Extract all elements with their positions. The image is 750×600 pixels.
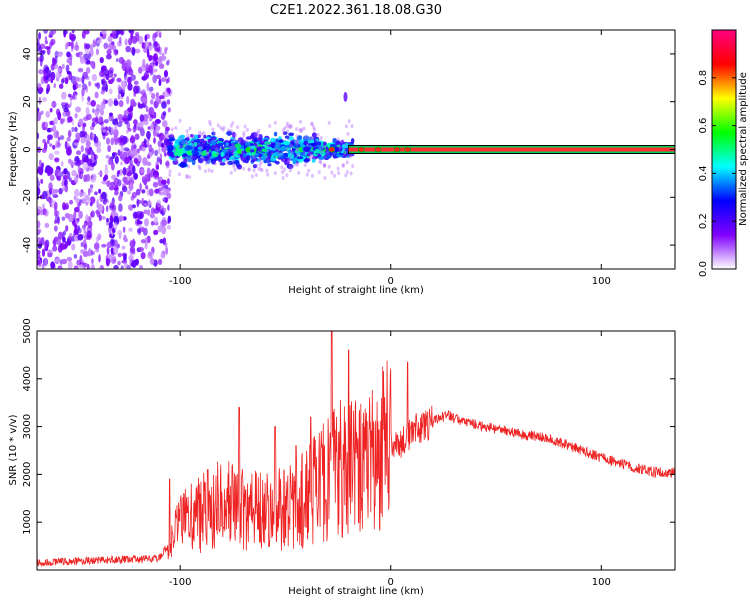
spectrogram-ytick-label: -40	[22, 237, 33, 253]
snr-ticks: -100 0 100 1000 2000 3000 4000 5000	[22, 318, 675, 588]
colorbar-tick-label: 0.0	[698, 261, 709, 277]
spectrogram-ytick-label: 40	[22, 48, 33, 61]
snr-ytick-label: 4000	[22, 366, 33, 391]
snr-panel: -100 0 100 1000 2000 3000 4000 5000 Height of s…	[8, 318, 676, 597]
spectrogram-panel: -100 0 100 -40 -20 0 20 40 Height of straight l…	[8, 29, 676, 296]
spectrogram-xtick-label: 0	[388, 276, 394, 287]
spectrogram-ticks: -100 0 100 -40 -20 0 20 40	[22, 30, 675, 287]
snr-ytick-label: 5000	[22, 318, 33, 343]
snr-xtick-label: 0	[388, 577, 394, 588]
snr-xtick-label: -100	[169, 577, 192, 588]
colorbar-gradient	[711, 29, 737, 270]
snr-ytick-label: 3000	[22, 414, 33, 439]
colorbar: 0.0 0.2 0.4 0.6 0.8 Normalized spectral ampl…	[698, 29, 749, 277]
colorbar-tick-label: 0.6	[698, 118, 709, 134]
snr-ytick-label: 2000	[22, 462, 33, 487]
colorbar-tick-label: 0.8	[698, 70, 709, 86]
figure-title: C2E1.2022.361.18.08.G30	[270, 3, 442, 18]
snr-ylabel: SNR (10 * v/v)	[8, 414, 19, 485]
snr-ytick-label: 1000	[22, 509, 33, 534]
spectrogram-ytick-label: 20	[22, 95, 33, 108]
spectrogram-xlabel: Height of straight line (km)	[288, 285, 424, 296]
spectrogram-xtick-label: 100	[592, 276, 611, 287]
colorbar-tick-label: 0.2	[698, 213, 709, 229]
snr-frame	[36, 330, 676, 571]
spectrogram-xtick-label: -100	[169, 276, 192, 287]
spectrogram-ytick-label: -20	[22, 189, 33, 205]
spectrogram-content	[37, 30, 675, 269]
snr-xtick-label: 100	[592, 577, 611, 588]
colorbar-ticks: 0.0 0.2 0.4 0.6 0.8	[698, 70, 736, 277]
spectrogram-ylabel: Frequency (Hz)	[8, 111, 19, 187]
colorbar-tick-label: 0.4	[698, 165, 709, 181]
colorbar-label: Normalized spectral amplitude	[738, 72, 749, 226]
spectrogram-ytick-label: 0	[22, 146, 33, 152]
snr-xlabel: Height of straight line (km)	[288, 586, 424, 597]
snr-series-line	[37, 331, 675, 568]
